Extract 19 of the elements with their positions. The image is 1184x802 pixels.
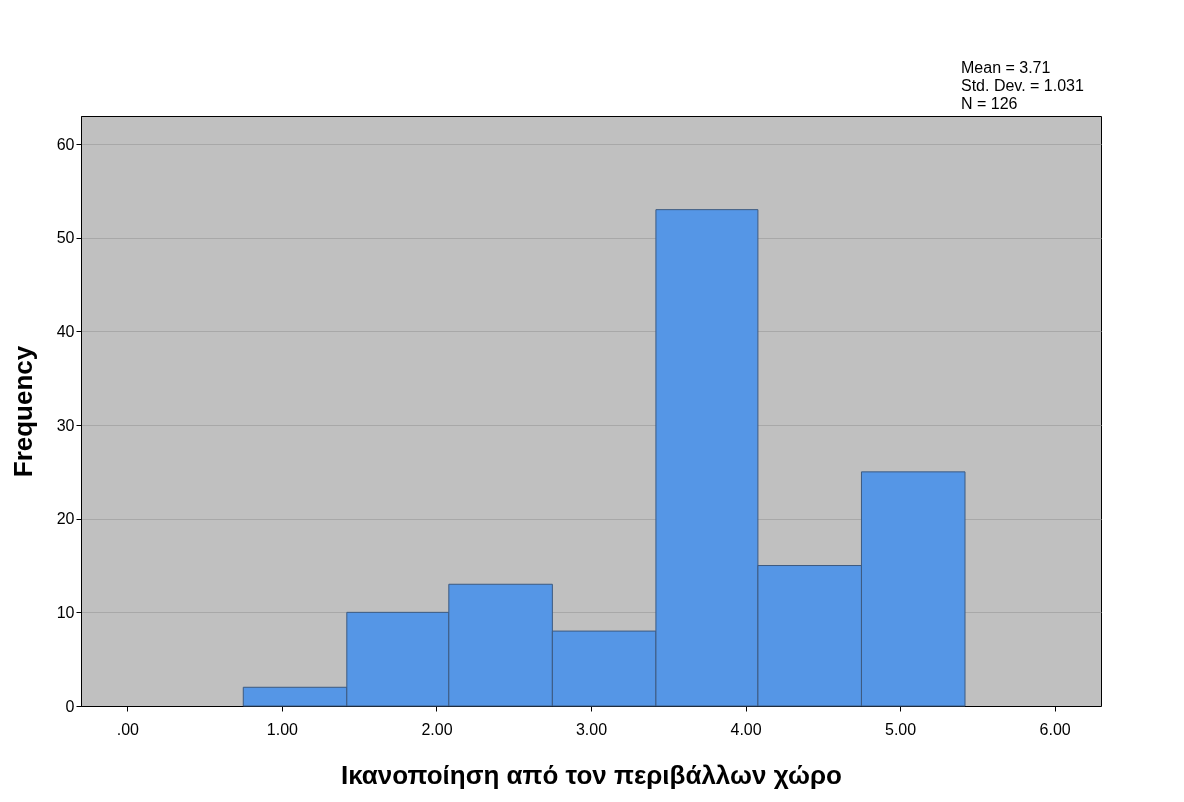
x-tick-label: 2.00	[421, 720, 453, 738]
x-tick-label: .00	[116, 720, 140, 738]
x-tick-label: 1.00	[266, 720, 299, 738]
y-tick-label: 50	[56, 229, 75, 247]
text: Std. Dev. = 1.031	[961, 77, 1084, 94]
y-tick-label: 30	[56, 416, 75, 434]
text: N = 126	[961, 95, 1018, 112]
y-tick-label: 60	[56, 135, 75, 153]
y-axis-title: Frequency	[7, 345, 38, 478]
x-tick-label: 6.00	[1039, 720, 1071, 738]
y-tick-label: 10	[56, 603, 75, 621]
x-axis-title: Ικανοποίηση από τον περιβάλλων χώρο	[341, 759, 842, 790]
text: Mean = 3.71	[961, 59, 1051, 76]
x-tick-label: 5.00	[885, 720, 917, 738]
x-tick-label: 4.00	[730, 720, 762, 738]
y-tick-label: 40	[56, 322, 75, 340]
x-tick-label: 3.00	[575, 720, 608, 738]
y-tick-label: 0	[65, 697, 75, 715]
y-tick-label: 20	[56, 510, 75, 528]
